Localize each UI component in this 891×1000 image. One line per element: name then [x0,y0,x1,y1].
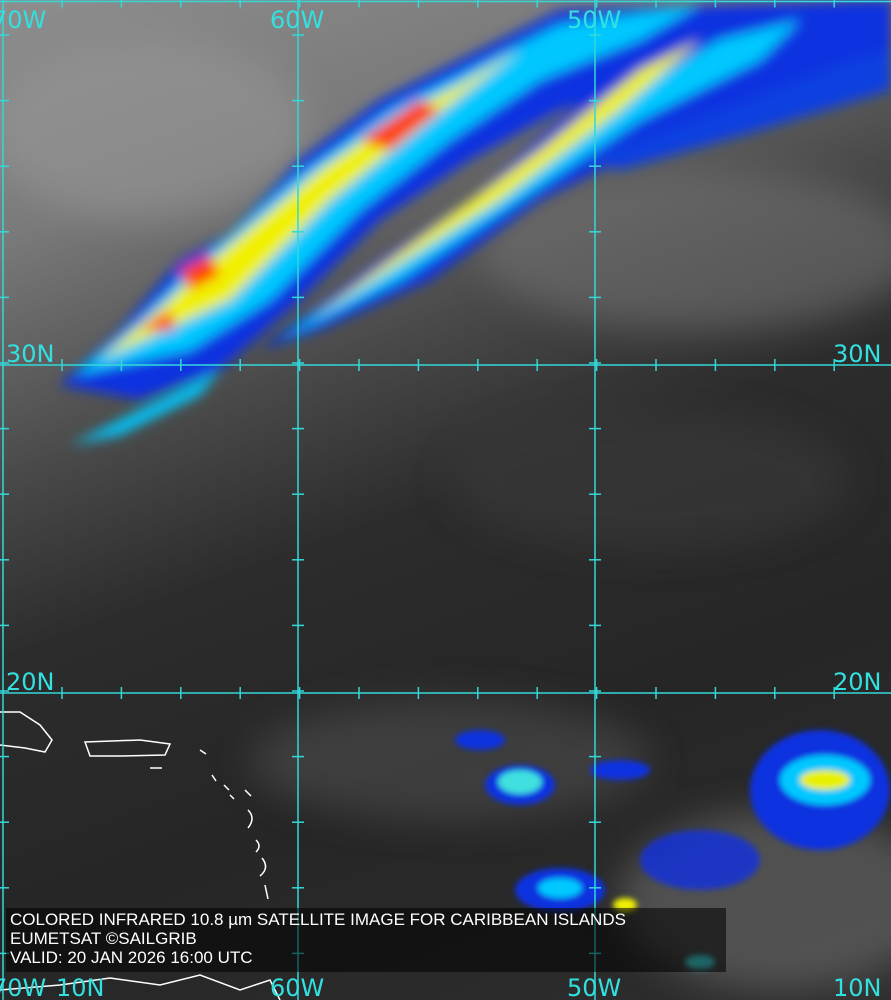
lon-label-bottom-60w: 60W [270,974,325,1000]
convective-cells [455,730,890,969]
caption-credit: EUMETSAT ©SAILGRIB [10,929,197,948]
gray-clouds [0,40,891,990]
lat-label-right-20n: 20N [833,668,882,696]
cold-cloud-bands [60,0,891,445]
lon-label-top-50w: 50W [567,6,622,34]
lon-label-bottom-50w: 50W [567,974,622,1000]
lat-label-right-10n: 10N [833,974,882,1000]
lat-label-left-10n: 10N [56,974,105,1000]
image-caption: COLORED INFRARED 10.8 µm SATELLITE IMAGE… [6,908,726,972]
lat-label-left-30n: 30N [6,340,55,368]
caption-title: COLORED INFRARED 10.8 µm SATELLITE IMAGE… [10,910,626,929]
lat-label-left-20n: 20N [6,668,55,696]
coastlines [0,711,281,1000]
lon-label-top-60w: 60W [270,6,325,34]
lat-label-right-30n: 30N [833,340,882,368]
lon-label-top-70w: 70W [0,6,47,34]
caption-valid-time: VALID: 20 JAN 2026 16:00 UTC [10,948,253,967]
lon-label-bottom-70w: 70W [0,974,47,1000]
